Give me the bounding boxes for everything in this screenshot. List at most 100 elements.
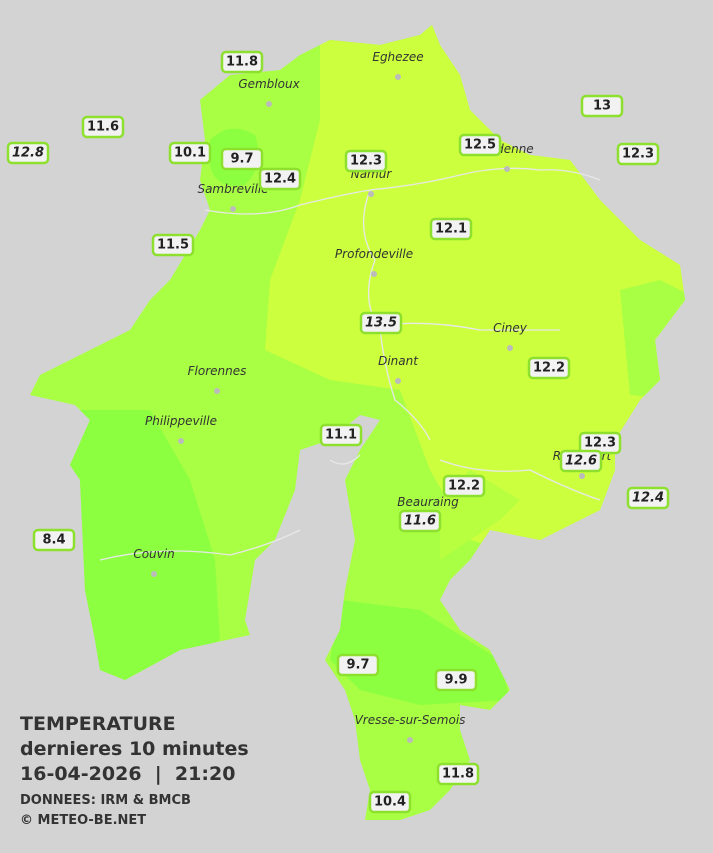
station: 12.4 bbox=[258, 167, 302, 191]
station-temperature: 12.2 bbox=[448, 479, 480, 494]
station: 11.8 bbox=[436, 762, 480, 786]
station: 12.6 bbox=[559, 449, 603, 473]
city-dot bbox=[395, 74, 401, 80]
station: 12.1 bbox=[429, 217, 473, 241]
station: 13.5 bbox=[359, 311, 403, 335]
station-box bbox=[434, 668, 478, 692]
station-box bbox=[429, 217, 473, 241]
station-temperature: 12.4 bbox=[264, 172, 296, 187]
city-name: Gembloux bbox=[238, 77, 300, 91]
station-temperature: 8.4 bbox=[42, 533, 65, 548]
city-name: Philippeville bbox=[145, 414, 217, 428]
station-temperature: 12.2 bbox=[533, 361, 565, 376]
station-box bbox=[559, 449, 603, 473]
station-box bbox=[344, 149, 388, 173]
station-box bbox=[398, 509, 442, 533]
legend-source: DONNEES: IRM & BMCB bbox=[20, 793, 191, 808]
station: 12.4 bbox=[626, 486, 670, 510]
city-name: Vresse-sur-Semois bbox=[355, 713, 466, 727]
station-temperature: 11.6 bbox=[404, 514, 436, 529]
city-name: Profondeville bbox=[335, 247, 413, 261]
station-box bbox=[6, 141, 50, 165]
city-dot bbox=[230, 206, 236, 212]
station: 11.6 bbox=[81, 115, 125, 139]
station-box bbox=[220, 147, 264, 171]
station-temperature: 12.4 bbox=[632, 491, 664, 506]
station: 10.4 bbox=[368, 790, 412, 814]
station: 12.3 bbox=[616, 142, 660, 166]
legend-title: TEMPERATURE bbox=[20, 713, 176, 735]
city-name: Dinant bbox=[378, 354, 419, 368]
city-name: Beauraing bbox=[397, 495, 459, 509]
station: 9.7 bbox=[220, 147, 264, 171]
station: 12.3 bbox=[344, 149, 388, 173]
station: 8.4 bbox=[32, 528, 76, 552]
city-name: Eghezee bbox=[372, 50, 423, 64]
station: 12.5 bbox=[458, 133, 502, 157]
station-box bbox=[616, 142, 660, 166]
station-temperature: 13 bbox=[593, 99, 611, 114]
station-box bbox=[436, 762, 480, 786]
station: 11.1 bbox=[319, 423, 363, 447]
station-box bbox=[336, 653, 380, 677]
station-temperature: 9.7 bbox=[230, 152, 253, 167]
city-name: Couvin bbox=[133, 547, 174, 561]
station-temperature: 9.7 bbox=[346, 658, 369, 673]
station: 12.2 bbox=[442, 474, 486, 498]
station-box bbox=[32, 528, 76, 552]
legend-copyright: © METEO-BE.NET bbox=[20, 813, 146, 828]
station-box bbox=[220, 50, 264, 74]
station-box bbox=[319, 423, 363, 447]
station-temperature: 11.5 bbox=[157, 238, 189, 253]
station-box bbox=[258, 167, 302, 191]
city-dot bbox=[178, 438, 184, 444]
station-box bbox=[168, 141, 212, 165]
station-temperature: 12.5 bbox=[464, 138, 496, 153]
station: 9.9 bbox=[434, 668, 478, 692]
station: 12.3 bbox=[578, 431, 622, 455]
station: 12.8 bbox=[6, 141, 50, 165]
station-temperature: 12.3 bbox=[584, 436, 616, 451]
city-dot bbox=[407, 737, 413, 743]
station: 11.6 bbox=[398, 509, 442, 533]
station: 11.5 bbox=[151, 233, 195, 257]
city-name: Sambreville bbox=[197, 182, 268, 196]
station-box bbox=[580, 94, 624, 118]
station-box bbox=[151, 233, 195, 257]
station-temperature: 11.6 bbox=[87, 120, 119, 135]
station-box bbox=[527, 356, 571, 380]
city-name: Florennes bbox=[188, 364, 247, 378]
city-dot bbox=[266, 101, 272, 107]
city-dot bbox=[507, 345, 513, 351]
station-box bbox=[442, 474, 486, 498]
city-dot bbox=[579, 473, 585, 479]
city-dot bbox=[371, 271, 377, 277]
station-temperature: 12.3 bbox=[350, 154, 382, 169]
station-temperature: 11.8 bbox=[226, 55, 258, 70]
station: 9.7 bbox=[336, 653, 380, 677]
legend-datetime: 16-04-2026 | 21:20 bbox=[20, 763, 235, 785]
station-temperature: 12.3 bbox=[622, 147, 654, 162]
station-temperature: 11.1 bbox=[325, 428, 357, 443]
station-temperature: 12.6 bbox=[565, 454, 597, 469]
station-temperature: 9.9 bbox=[444, 673, 467, 688]
station-box bbox=[81, 115, 125, 139]
station-box bbox=[368, 790, 412, 814]
legend-subtitle: dernieres 10 minutes bbox=[20, 738, 249, 760]
station-box bbox=[359, 311, 403, 335]
station-box bbox=[626, 486, 670, 510]
station-temperature: 12.8 bbox=[12, 146, 44, 161]
city-dot bbox=[395, 378, 401, 384]
station: 11.8 bbox=[220, 50, 264, 74]
city-dot bbox=[504, 166, 510, 172]
station-temperature: 10.4 bbox=[374, 795, 406, 810]
station-temperature: 11.8 bbox=[442, 767, 474, 782]
city-dot bbox=[368, 191, 374, 197]
station-temperature: 12.1 bbox=[435, 222, 467, 237]
station-temperature: 13.5 bbox=[365, 316, 397, 331]
station-temperature: 10.1 bbox=[174, 146, 206, 161]
station: 12.2 bbox=[527, 356, 571, 380]
station-box bbox=[458, 133, 502, 157]
city-dot bbox=[214, 388, 220, 394]
